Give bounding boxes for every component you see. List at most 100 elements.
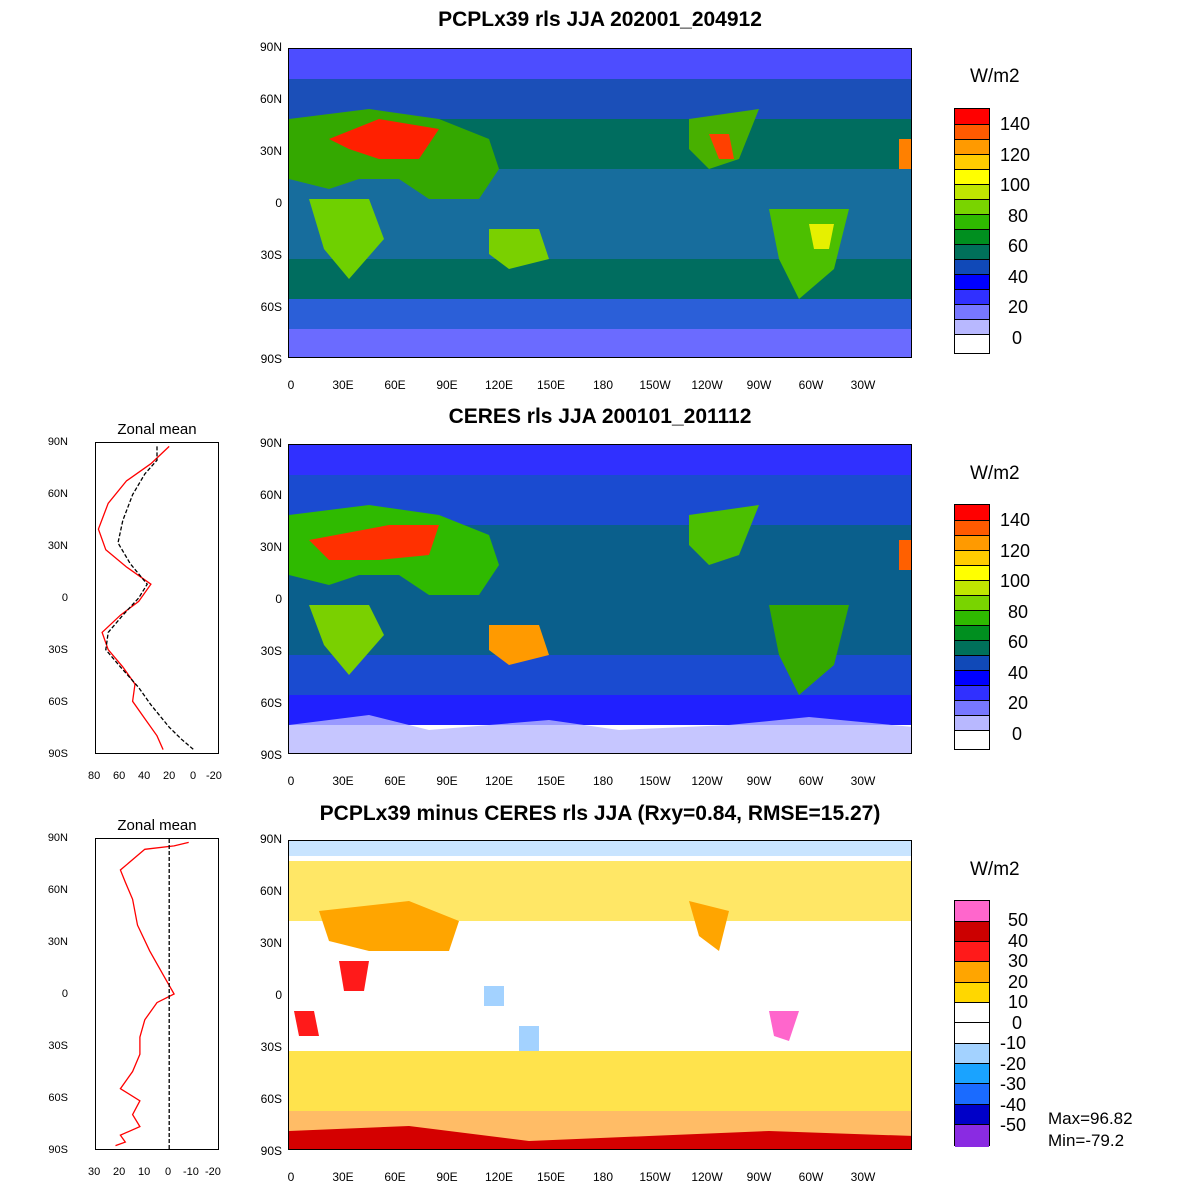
lon-tick: 0 <box>287 1170 295 1184</box>
lon-tick: 120E <box>484 1170 514 1184</box>
lon-tick: 120E <box>484 774 514 788</box>
lat-tick: 60N <box>47 488 68 500</box>
lon-tick: 120E <box>484 378 514 392</box>
zonal-x-tick: -20 <box>206 770 222 782</box>
lon-tick: 90W <box>746 1170 772 1184</box>
colorbar-label: 50 <box>1008 910 1029 930</box>
colorbar-label: 30 <box>1008 951 1029 971</box>
zonal-x-tick: 30 <box>88 1166 101 1178</box>
colorbar-segment <box>955 1023 989 1044</box>
zonal-mean-chart-3 <box>115 839 189 1149</box>
lat-tick: 60S <box>48 696 68 708</box>
colorbar-1-units: W/m2 <box>970 66 1020 87</box>
lat-tick: 60S <box>260 696 282 710</box>
lon-tick: 0 <box>287 378 295 392</box>
lon-tick: 120W <box>691 378 723 392</box>
lat-tick: 90S <box>48 1144 68 1156</box>
colorbar-segment <box>955 656 989 671</box>
colorbar-segment <box>955 109 989 125</box>
zonal-series-line-1 <box>105 446 195 751</box>
lat-tick: 60S <box>260 1092 282 1106</box>
colorbar-segment <box>955 125 989 140</box>
colorbar-label: 140 <box>1000 510 1031 530</box>
lon-tick: 180 <box>592 774 614 788</box>
colorbar-3-units: W/m2 <box>970 859 1020 880</box>
colorbar-segment <box>955 686 989 701</box>
colorbar-segment <box>955 320 989 335</box>
lon-tick: 150E <box>536 774 566 788</box>
lat-tick: 30N <box>259 144 282 158</box>
zonal-mean-chart-2 <box>97 445 195 751</box>
colorbar-label: 40 <box>1008 931 1029 951</box>
colorbar-label: 0 <box>1012 328 1023 348</box>
colorbar-label: -40 <box>1000 1095 1027 1115</box>
colorbar-segment <box>955 245 989 260</box>
zonal-x-tick: 40 <box>138 770 151 782</box>
colorbar-segment <box>955 1064 989 1084</box>
colorbar-segment <box>955 611 989 626</box>
colorbar-label: 60 <box>1008 632 1029 652</box>
lat-tick: 0 <box>61 988 68 1000</box>
colorbar-segment <box>955 671 989 686</box>
lat-tick: 30N <box>47 540 68 552</box>
colorbar-segment <box>955 185 989 200</box>
colorbar-segment <box>955 551 989 566</box>
zonal-x-tick: 10 <box>138 1166 151 1178</box>
colorbar-segment <box>955 215 989 230</box>
lon-tick: 180 <box>592 378 614 392</box>
lon-tick: 30E <box>332 1170 354 1184</box>
lon-tick: 30E <box>332 378 354 392</box>
colorbar-segment <box>955 566 989 581</box>
lon-tick: 90E <box>436 774 458 788</box>
lon-tick: 90W <box>746 774 772 788</box>
colorbar-label: 100 <box>1000 571 1031 591</box>
colorbar-segment <box>955 641 989 656</box>
colorbar-segment <box>955 1105 989 1125</box>
colorbar-label: 80 <box>1008 206 1029 226</box>
colorbar-segment <box>955 731 989 747</box>
colorbar-label: 40 <box>1008 663 1029 683</box>
lat-tick: 30S <box>260 1040 282 1054</box>
panel1-title: PCPLx39 rls JJA 202001_204912 <box>438 8 762 31</box>
lat-tick: 0 <box>275 592 282 606</box>
max-stat: Max=96.82 <box>1048 1109 1133 1128</box>
lon-tick: 0 <box>287 774 295 788</box>
zonal-x-tick: 80 <box>88 770 101 782</box>
colorbar-segment <box>955 701 989 716</box>
colorbar-segment <box>955 962 989 983</box>
colorbar-segment <box>955 581 989 596</box>
lon-tick: 150E <box>536 1170 566 1184</box>
colorbar-label: 20 <box>1008 972 1029 992</box>
lat-tick: 30S <box>48 644 68 656</box>
panel2-title: CERES rls JJA 200101_201112 <box>448 405 752 428</box>
colorbar-label: 20 <box>1008 297 1029 317</box>
lon-tick: 30W <box>850 774 876 788</box>
colorbar-label: 0 <box>1012 1013 1023 1033</box>
colorbar-segment <box>955 716 989 731</box>
lon-tick: 30E <box>332 774 354 788</box>
lat-tick: 90S <box>48 748 68 760</box>
colorbar-label: 10 <box>1008 992 1029 1012</box>
zonal-x-tick: -20 <box>205 1166 221 1178</box>
colorbar-label: 120 <box>1000 541 1031 561</box>
colorbar-segment <box>955 170 989 185</box>
min-stat: Min=-79.2 <box>1048 1131 1125 1150</box>
zonal-x-tick: 20 <box>113 1166 126 1178</box>
colorbar-label: 80 <box>1008 602 1029 622</box>
lat-tick: 60N <box>47 884 68 896</box>
lat-tick: 30S <box>48 1040 68 1052</box>
colorbar-segment <box>955 1125 989 1147</box>
lon-tick: 150W <box>639 1170 671 1184</box>
lat-tick: 30N <box>259 540 282 554</box>
zonal-x-tick: 0 <box>165 1166 172 1178</box>
zonal-x-tick: 60 <box>113 770 126 782</box>
colorbar-segment <box>955 1084 989 1105</box>
lon-tick: 90W <box>746 378 772 392</box>
colorbar-segment <box>955 942 989 962</box>
lat-tick: 60S <box>48 1092 68 1104</box>
zonal-mean-title-3: Zonal mean <box>117 817 197 834</box>
colorbar-1 <box>954 108 990 354</box>
map-panel-3 <box>288 840 912 1150</box>
colorbar-segment <box>955 290 989 305</box>
lat-tick: 90N <box>259 832 282 846</box>
